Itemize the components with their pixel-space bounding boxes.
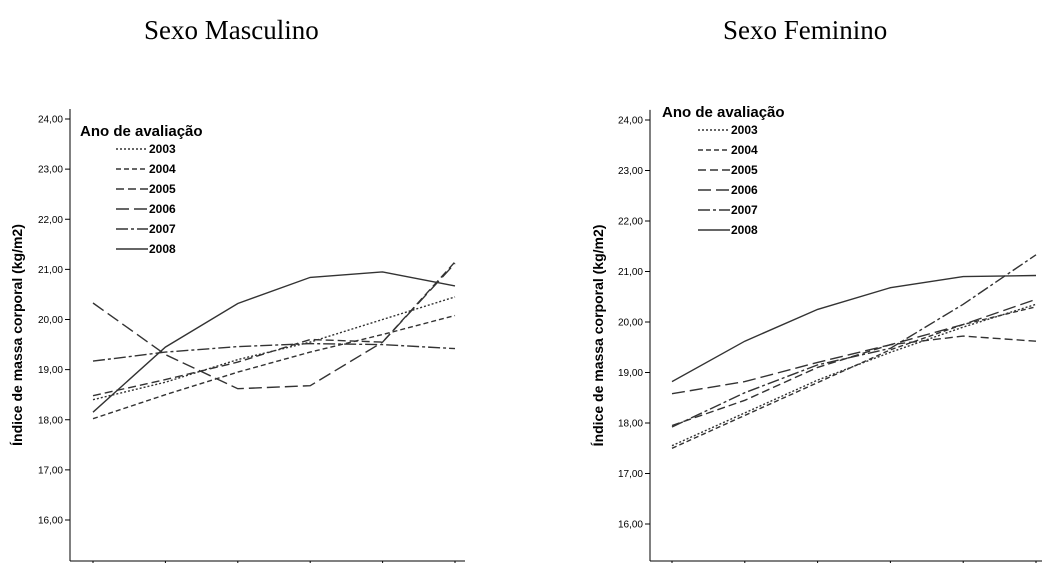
- y-tick-label: 19,00: [618, 368, 643, 379]
- series-line-2004: [92, 314, 456, 420]
- legend-label-2004: 2004: [149, 162, 176, 176]
- series-line-2005: [671, 335, 1037, 427]
- legend-label-2004: 2004: [731, 143, 758, 157]
- series-line-2008: [92, 271, 456, 413]
- y-tick-label: 20,00: [38, 315, 63, 326]
- y-tick-label: 20,00: [618, 318, 643, 329]
- y-tick-label: 18,00: [618, 419, 643, 430]
- series-line-2007: [92, 342, 456, 362]
- series-line-2006: [92, 262, 456, 390]
- legend-label-2007: 2007: [731, 203, 758, 217]
- y-tick-label: 19,00: [38, 365, 63, 376]
- series-line-2004: [671, 306, 1037, 449]
- legend-label-2007: 2007: [149, 222, 176, 236]
- y-axis-label: Índice de massa corporal (kg/m2): [9, 224, 25, 446]
- y-tick-label: 17,00: [38, 465, 63, 476]
- legend-title: Ano de avaliação: [80, 123, 203, 140]
- legend-label-2005: 2005: [731, 163, 758, 177]
- y-tick-label: 24,00: [618, 116, 643, 127]
- legend-label-2006: 2006: [149, 202, 176, 216]
- chart-masculino: 16,00 17,00 18,00 19,00 20,00 21,00 22,00 23,00…: [9, 108, 465, 563]
- chart-feminino: 16,00 17,00 18,00 19,00 20,00 21,00 22,00 23,00…: [590, 104, 1042, 563]
- series-line-2007: [671, 254, 1037, 428]
- series-line-2008: [671, 274, 1037, 383]
- y-tick-label: 16,00: [38, 516, 63, 527]
- y-tick-label: 24,00: [38, 115, 63, 126]
- legend-label-2008: 2008: [731, 223, 758, 237]
- y-tick-label: 16,00: [618, 520, 643, 531]
- y-tick-label: 23,00: [618, 166, 643, 177]
- legend-label-2006: 2006: [731, 183, 758, 197]
- y-tick-label: 21,00: [618, 267, 643, 278]
- series-line-2006: [671, 298, 1037, 395]
- y-tick-label: 23,00: [38, 165, 63, 176]
- y-tick-label: 17,00: [618, 469, 643, 480]
- legend-label-2008: 2008: [149, 242, 176, 256]
- legend-label-2003: 2003: [149, 142, 176, 156]
- y-tick-label: 18,00: [38, 415, 63, 426]
- y-tick-label: 22,00: [618, 217, 643, 228]
- legend-title: Ano de avaliação: [662, 104, 785, 121]
- chart-title-feminino: Sexo Feminino: [723, 15, 888, 45]
- y-axis-label: Índice de massa corporal (kg/m2): [590, 225, 606, 447]
- legend-label-2003: 2003: [731, 123, 758, 137]
- series-line-2003: [671, 303, 1037, 447]
- series-line-2005: [92, 261, 456, 397]
- chart-title-masculino: Sexo Masculino: [144, 15, 319, 45]
- y-tick-label: 21,00: [38, 265, 63, 276]
- series-line-2003: [92, 296, 456, 401]
- legend-label-2005: 2005: [149, 182, 176, 196]
- y-tick-label: 22,00: [38, 215, 63, 226]
